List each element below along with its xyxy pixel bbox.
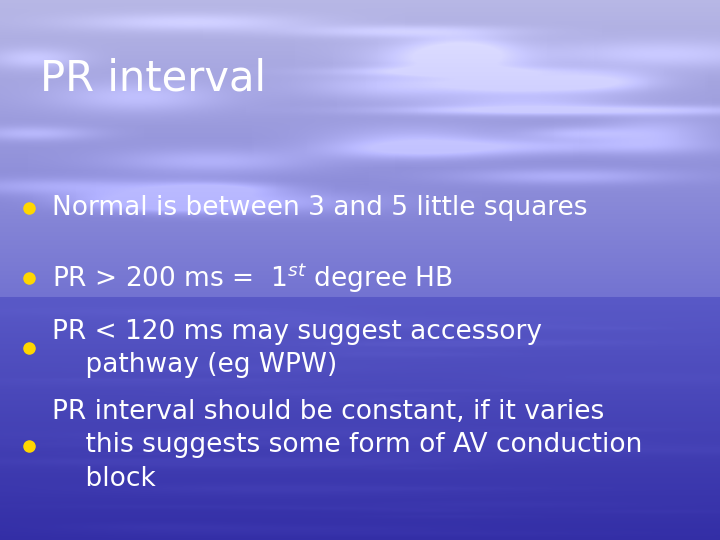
Text: PR > 200 ms =  1$^{st}$ degree HB: PR > 200 ms = 1$^{st}$ degree HB: [52, 261, 453, 295]
Text: PR interval should be constant, if it varies
    this suggests some form of AV c: PR interval should be constant, if it va…: [52, 400, 642, 491]
Text: PR < 120 ms may suggest accessory
    pathway (eg WPW): PR < 120 ms may suggest accessory pathwa…: [52, 319, 542, 378]
Text: PR interval: PR interval: [40, 57, 266, 99]
Text: Normal is between 3 and 5 little squares: Normal is between 3 and 5 little squares: [52, 195, 588, 221]
